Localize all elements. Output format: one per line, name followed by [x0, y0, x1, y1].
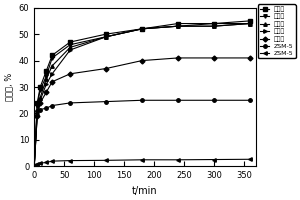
实施例	[50, 57, 54, 59]
活性炭	[212, 57, 216, 59]
实施例	[248, 22, 252, 25]
实施例	[176, 25, 180, 27]
ZSM-5	[212, 99, 216, 101]
ZSM-5	[104, 100, 108, 103]
ZSM-5	[176, 159, 180, 161]
实施例	[32, 165, 36, 168]
实施例	[104, 36, 108, 38]
实施例	[35, 115, 39, 117]
实施例	[44, 83, 48, 86]
ZSM-5	[68, 159, 72, 162]
实施例	[104, 33, 108, 35]
活性炭	[50, 81, 54, 83]
实施例	[176, 22, 180, 25]
实施例	[32, 165, 36, 168]
Y-axis label: 吸附率, %: 吸附率, %	[4, 73, 13, 101]
实施例	[35, 104, 39, 107]
实施例	[248, 22, 252, 25]
Line: 实施例: 实施例	[32, 22, 251, 168]
Legend: 实施例, 实施例, 实施例, 实施例, 活性炭, ZSM-5, ZSM-5: 实施例, 实施例, 实施例, 实施例, 活性炭, ZSM-5, ZSM-5	[258, 4, 296, 58]
Line: ZSM-5: ZSM-5	[32, 99, 251, 168]
活性炭	[140, 59, 144, 62]
ZSM-5	[176, 99, 180, 101]
ZSM-5	[140, 159, 144, 161]
Line: 实施例: 实施例	[32, 22, 251, 168]
实施例	[176, 25, 180, 27]
实施例	[140, 28, 144, 30]
ZSM-5	[248, 158, 252, 160]
ZSM-5	[248, 99, 252, 101]
活性炭	[176, 57, 180, 59]
Line: 实施例: 实施例	[32, 22, 251, 168]
实施例	[32, 165, 36, 168]
活性炭	[32, 165, 36, 168]
Line: 实施例: 实施例	[32, 19, 251, 168]
实施例	[35, 112, 39, 115]
X-axis label: t/min: t/min	[132, 186, 158, 196]
活性炭	[44, 91, 48, 94]
实施例	[68, 41, 72, 43]
ZSM-5	[32, 165, 36, 168]
ZSM-5	[35, 163, 39, 165]
实施例	[140, 28, 144, 30]
实施例	[140, 28, 144, 30]
ZSM-5	[38, 162, 42, 164]
实施例	[68, 46, 72, 49]
实施例	[44, 70, 48, 72]
实施例	[104, 36, 108, 38]
ZSM-5	[32, 165, 36, 168]
实施例	[212, 22, 216, 25]
ZSM-5	[140, 99, 144, 101]
实施例	[38, 88, 42, 91]
实施例	[140, 28, 144, 30]
实施例	[104, 36, 108, 38]
实施例	[212, 25, 216, 27]
ZSM-5	[68, 102, 72, 104]
ZSM-5	[212, 158, 216, 161]
活性炭	[68, 73, 72, 75]
实施例	[32, 165, 36, 168]
Line: 活性炭: 活性炭	[32, 56, 251, 168]
活性炭	[38, 102, 42, 104]
实施例	[38, 86, 42, 88]
实施例	[50, 65, 54, 67]
实施例	[50, 73, 54, 75]
实施例	[50, 54, 54, 56]
ZSM-5	[38, 108, 42, 111]
实施例	[68, 49, 72, 51]
ZSM-5	[104, 159, 108, 162]
实施例	[248, 20, 252, 22]
Line: ZSM-5: ZSM-5	[32, 158, 251, 168]
实施例	[44, 75, 48, 78]
实施例	[212, 22, 216, 25]
实施例	[176, 25, 180, 27]
活性炭	[35, 115, 39, 117]
实施例	[44, 78, 48, 80]
实施例	[212, 25, 216, 27]
活性炭	[248, 57, 252, 59]
ZSM-5	[50, 160, 54, 162]
活性炭	[104, 67, 108, 70]
ZSM-5	[50, 104, 54, 107]
实施例	[38, 96, 42, 99]
实施例	[248, 22, 252, 25]
实施例	[68, 44, 72, 46]
实施例	[35, 102, 39, 104]
ZSM-5	[44, 161, 48, 164]
ZSM-5	[44, 107, 48, 109]
ZSM-5	[35, 110, 39, 112]
实施例	[38, 99, 42, 101]
